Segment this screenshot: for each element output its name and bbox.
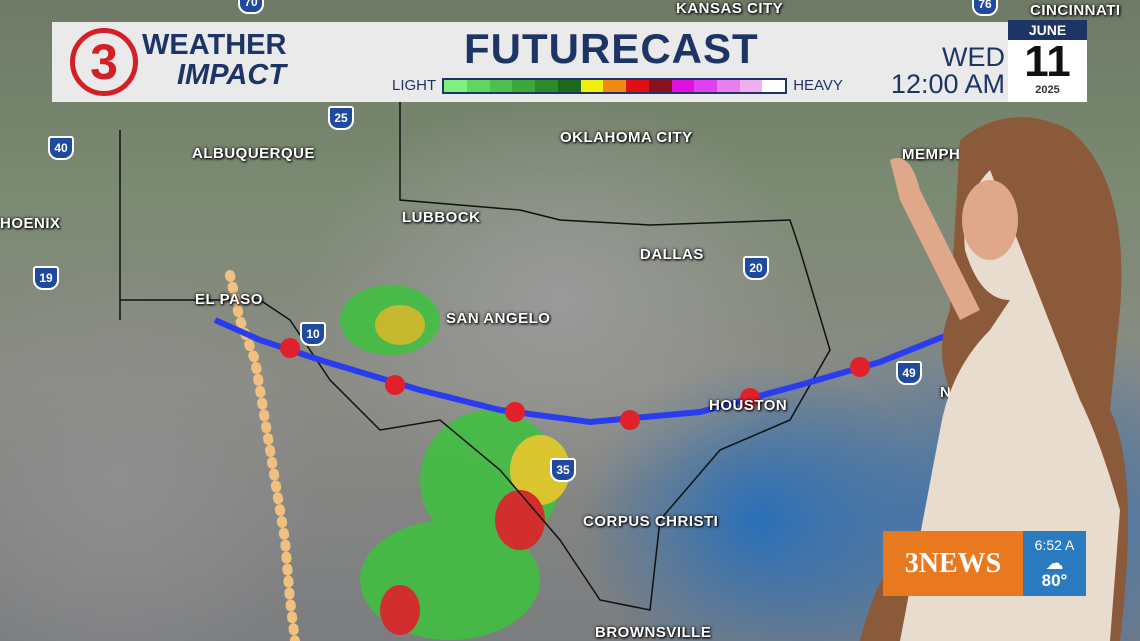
dryline	[225, 270, 300, 641]
forecast-time: WED 12:00 AM	[891, 44, 1005, 98]
legend-swatch	[535, 79, 558, 92]
city-label: EL PASO	[195, 291, 263, 308]
time-label: 12:00 AM	[890, 69, 1005, 99]
interstate-shield: 76	[972, 0, 998, 16]
interstate-shield: 10	[300, 322, 326, 346]
legend-swatch	[466, 79, 490, 92]
city-label: CINCINNATI	[1030, 2, 1121, 19]
interstate-shield: 25	[328, 106, 354, 130]
day-label: WED	[942, 42, 1005, 72]
legend-high-label: HEAVY	[793, 77, 843, 94]
news-logo: 3NEWS	[883, 531, 1023, 596]
legend-color-bar	[442, 77, 788, 94]
city-label: BROWNSVILLE	[595, 624, 712, 641]
city-label: LUBBOCK	[402, 209, 481, 226]
city-label: ALBUQUERQUE	[192, 145, 316, 162]
interstate-shield: 70	[238, 0, 264, 14]
current-time: 6:52 A	[1034, 537, 1075, 553]
city-label: CORPUS CHRISTI	[583, 513, 719, 530]
interstate-shield: 40	[48, 136, 74, 160]
channel-logo: 3	[70, 28, 138, 96]
city-label: SAN ANGELO	[446, 310, 551, 327]
legend-low-label: LIGHT	[392, 77, 437, 94]
brand-line2: IMPACT	[177, 59, 287, 91]
interstate-shield: 20	[743, 256, 769, 280]
legend-swatch	[671, 79, 695, 92]
legend-swatch	[739, 79, 763, 92]
interstate-shield: 35	[550, 458, 576, 482]
header-banner: 3 WEATHER IMPACT FUTURECAST LIGHT HEAVY W…	[52, 20, 1087, 102]
brand-line1: WEATHER	[142, 29, 287, 61]
date-badge: JUNE 11 2025	[1008, 20, 1087, 102]
legend-swatch	[648, 79, 672, 92]
legend-swatch	[580, 79, 604, 92]
legend-swatch	[717, 79, 740, 92]
city-label: OKLAHOMA CITY	[560, 129, 693, 146]
legend-swatch	[626, 79, 649, 92]
interstate-shield: 19	[33, 266, 59, 290]
month-label: JUNE	[1008, 20, 1087, 40]
current-temp: 80°	[1041, 571, 1068, 590]
city-label: DALLAS	[640, 246, 704, 263]
legend-swatch	[603, 79, 627, 92]
legend-swatch	[489, 79, 513, 92]
legend-swatch	[444, 79, 467, 92]
interstate-shield: 49	[896, 361, 922, 385]
year-label: 2025	[1035, 84, 1060, 96]
cloud-icon: ☁	[1045, 553, 1064, 573]
date-number: 11	[1024, 37, 1071, 86]
warm-front-bumps	[280, 338, 870, 430]
legend-swatch	[762, 79, 786, 92]
presenter	[860, 117, 1128, 641]
legend-swatch	[694, 79, 717, 92]
radar-precip	[340, 285, 570, 640]
legend-swatch	[557, 79, 581, 92]
legend-swatch	[512, 79, 536, 92]
current-conditions: 6:52 A ☁ 80°	[1023, 531, 1086, 596]
city-label: HOENIX	[0, 215, 61, 232]
weather-impact-brand: WEATHER IMPACT	[142, 30, 286, 90]
station-bug: 3NEWS 6:52 A ☁ 80°	[883, 531, 1086, 596]
city-label: HOUSTON	[709, 397, 788, 414]
city-label: MEMPH	[902, 146, 961, 163]
city-label: KANSAS CITY	[676, 0, 784, 17]
page-title: FUTURECAST	[464, 25, 759, 72]
precip-intensity-legend: LIGHT HEAVY	[392, 77, 843, 94]
